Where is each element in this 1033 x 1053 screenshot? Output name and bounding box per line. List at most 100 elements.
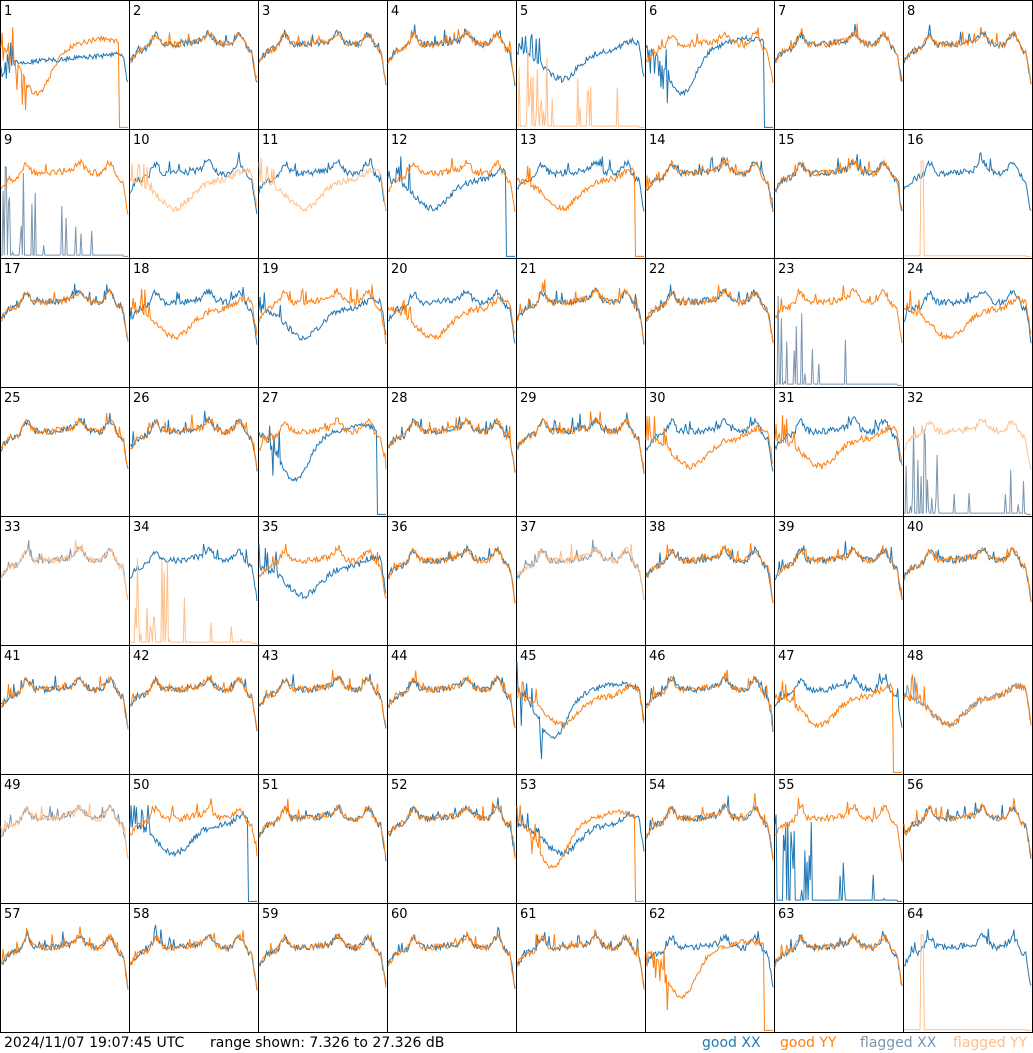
antenna-panel-39: 39 — [774, 516, 904, 646]
xx-spectrum-line — [645, 416, 774, 472]
panel-number-label: 8 — [907, 4, 915, 19]
yy-spectrum-line — [258, 31, 387, 86]
panel-frame — [0, 774, 130, 904]
panel-frame — [903, 129, 1033, 259]
panel-frame — [645, 387, 775, 517]
yy-spectrum-line — [517, 46, 644, 128]
panel-frame — [774, 516, 904, 646]
panel-number-label: 19 — [262, 262, 279, 277]
yy-spectrum-line — [516, 543, 645, 601]
yy-spectrum-line — [387, 29, 516, 83]
xx-spectrum-line — [0, 42, 129, 83]
xx-spectrum-line — [387, 797, 516, 857]
xx-spectrum-line — [775, 295, 902, 386]
panel-frame — [258, 0, 388, 130]
antenna-panel-60: 60 — [387, 903, 517, 1033]
panel-number-label: 61 — [520, 907, 537, 922]
antenna-panel-24: 24 — [903, 258, 1033, 388]
panel-number-label: 49 — [4, 778, 21, 793]
antenna-panel-20: 20 — [387, 258, 517, 388]
antenna-panel-56: 56 — [903, 774, 1033, 904]
panel-frame — [258, 903, 388, 1033]
antenna-panel-2: 2 — [129, 0, 259, 130]
xx-spectrum-line — [516, 33, 645, 84]
xx-spectrum-line — [258, 674, 387, 729]
xx-spectrum-line — [258, 543, 387, 600]
legend-flagged-yy: flagged YY — [953, 1035, 1028, 1051]
yy-spectrum-line — [387, 802, 516, 859]
antenna-panel-31: 31 — [774, 387, 904, 517]
yy-spectrum-line — [387, 670, 516, 728]
yy-spectrum-line — [258, 417, 387, 470]
panel-number-label: 51 — [262, 778, 279, 793]
yy-spectrum-line — [903, 26, 1032, 84]
antenna-panel-8: 8 — [903, 0, 1033, 130]
xx-spectrum-line — [774, 416, 903, 463]
xx-spectrum-line — [258, 932, 387, 985]
yy-spectrum-line — [645, 284, 774, 344]
panel-frame — [129, 645, 259, 775]
antenna-panel-30: 30 — [645, 387, 775, 517]
antenna-panel-23: 23 — [774, 258, 904, 388]
xx-spectrum-line — [258, 29, 387, 86]
antenna-panel-6: 6 — [645, 0, 775, 130]
panel-frame — [0, 645, 130, 775]
panel-number-label: 31 — [778, 391, 795, 406]
yy-spectrum-line — [0, 158, 129, 215]
xx-spectrum-line — [645, 34, 773, 128]
antenna-panel-34: 34 — [129, 516, 259, 646]
antenna-panel-13: 13 — [516, 129, 646, 259]
antenna-panel-59: 59 — [258, 903, 388, 1033]
panel-number-label: 44 — [391, 649, 408, 664]
panel-frame — [516, 258, 646, 388]
yy-spectrum-line — [258, 933, 387, 988]
xx-spectrum-line — [129, 287, 258, 345]
panel-frame — [387, 0, 517, 130]
antenna-panel-17: 17 — [0, 258, 130, 388]
panel-number-label: 22 — [649, 262, 666, 277]
panel-frame — [903, 516, 1033, 646]
yy-spectrum-line — [387, 417, 516, 472]
antenna-panel-58: 58 — [129, 903, 259, 1033]
antenna-panel-52: 52 — [387, 774, 517, 904]
yy-spectrum-line — [774, 157, 903, 212]
xx-spectrum-line — [516, 412, 645, 474]
panel-number-label: 38 — [649, 520, 666, 535]
antenna-panel-63: 63 — [774, 903, 904, 1033]
antenna-panel-48: 48 — [903, 645, 1033, 775]
panel-number-label: 29 — [520, 391, 537, 406]
antenna-panel-64: 64 — [903, 903, 1033, 1033]
panel-frame — [387, 645, 517, 775]
panel-number-label: 52 — [391, 778, 408, 793]
yy-spectrum-line — [129, 798, 258, 857]
yy-spectrum-line — [0, 539, 129, 601]
yy-spectrum-line — [774, 285, 903, 344]
xx-spectrum-line — [903, 289, 1032, 344]
yy-spectrum-line — [645, 157, 774, 211]
panel-number-label: 1 — [4, 4, 12, 19]
panel-number-label: 26 — [133, 391, 150, 406]
xx-spectrum-line — [0, 675, 129, 729]
panel-number-label: 21 — [520, 262, 537, 277]
panel-number-label: 55 — [778, 778, 795, 793]
xx-spectrum-line — [774, 814, 902, 902]
panel-number-label: 42 — [133, 649, 150, 664]
yy-spectrum-line — [516, 681, 645, 729]
panel-number-label: 47 — [778, 649, 795, 664]
yy-spectrum-line — [645, 27, 774, 84]
panel-frame — [0, 387, 130, 517]
panel-number-label: 32 — [907, 391, 924, 406]
xx-spectrum-line — [129, 410, 258, 472]
xx-spectrum-line — [129, 805, 257, 902]
panel-number-label: 27 — [262, 391, 279, 406]
panel-number-label: 33 — [4, 520, 21, 535]
antenna-panel-37: 37 — [516, 516, 646, 646]
yy-spectrum-line — [516, 804, 644, 902]
antenna-panel-11: 11 — [258, 129, 388, 259]
timestamp: 2024/11/07 19:07:45 UTC — [4, 1035, 185, 1051]
panel-frame — [645, 258, 775, 388]
antenna-panel-54: 54 — [645, 774, 775, 904]
panel-number-label: 40 — [907, 520, 924, 535]
yy-spectrum-line — [774, 415, 903, 470]
antenna-panel-47: 47 — [774, 645, 904, 775]
